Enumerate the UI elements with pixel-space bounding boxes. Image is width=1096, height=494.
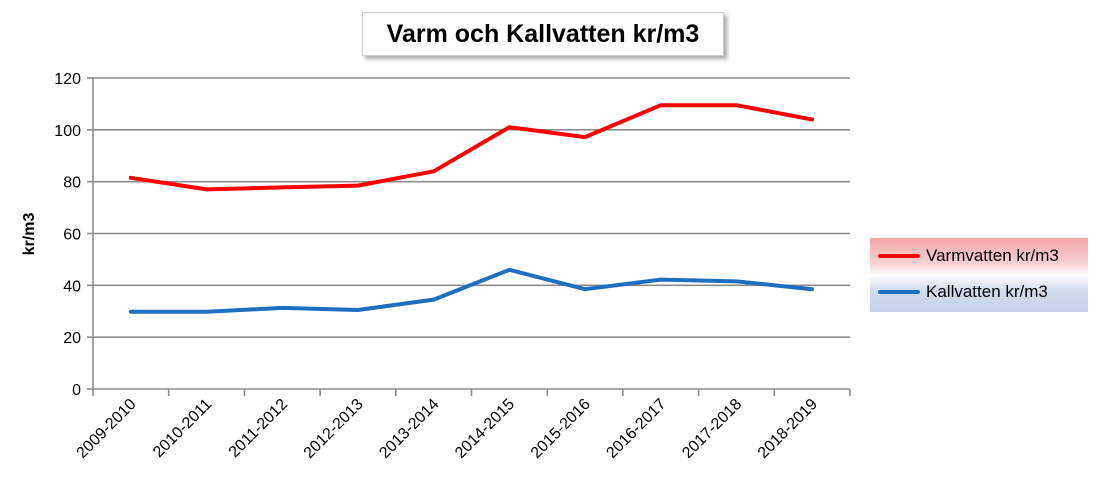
x-tick-label: 2012-2013 — [301, 396, 367, 462]
legend: Varmvatten kr/m3 Kallvatten kr/m3 — [870, 238, 1088, 312]
x-tick-label: 2018-2019 — [755, 396, 821, 462]
y-tick-label: 80 — [63, 175, 81, 192]
x-tick-label: 2009-2010 — [74, 396, 140, 462]
legend-label-series-1: Varmvatten kr/m3 — [926, 246, 1059, 265]
legend-swatch-series-2 — [878, 290, 920, 294]
y-tick-label: 0 — [72, 382, 81, 399]
x-tick-label: 2015-2016 — [528, 396, 594, 462]
chart-title: Varm och Kallvatten kr/m3 — [362, 12, 724, 56]
y-tick-label: 40 — [63, 278, 81, 295]
x-tick-label: 2013-2014 — [376, 396, 442, 462]
y-tick-label: 20 — [63, 330, 81, 347]
legend-item-series-2: Kallvatten kr/m3 — [878, 278, 1048, 306]
series-line-1 — [128, 103, 815, 192]
x-tick-label: 2016-2017 — [603, 396, 669, 462]
x-tick-label: 2017-2018 — [679, 396, 745, 462]
x-tick-label: 2011-2012 — [226, 396, 291, 461]
x-tick-label: 2014-2015 — [452, 396, 518, 462]
y-axis-label: kr/m3 — [21, 213, 38, 256]
legend-swatch-series-1 — [878, 254, 920, 258]
series-line-2 — [128, 267, 815, 314]
y-tick-label: 120 — [54, 71, 81, 88]
legend-label-series-2: Kallvatten kr/m3 — [926, 282, 1048, 301]
legend-item-series-1: Varmvatten kr/m3 — [878, 242, 1059, 270]
y-tick-label: 60 — [63, 227, 81, 244]
y-tick-label: 100 — [54, 123, 81, 140]
x-tick-label: 2010-2011 — [150, 396, 215, 461]
